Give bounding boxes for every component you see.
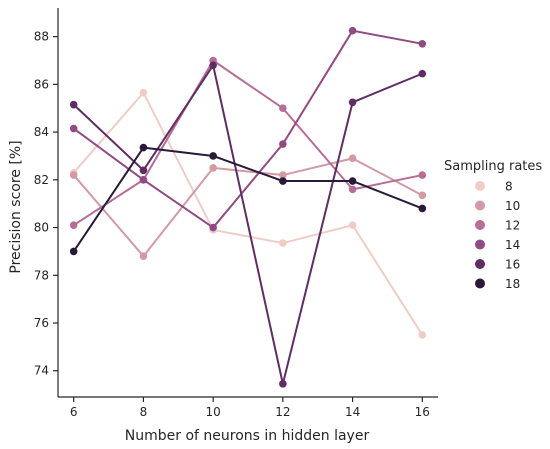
x-ticks: 6 8 10 12 14 16 bbox=[70, 397, 430, 419]
series-16 bbox=[69, 61, 427, 388]
y-tick-label: 74 bbox=[34, 364, 49, 378]
data-point bbox=[279, 171, 287, 179]
legend-label: 8 bbox=[505, 180, 513, 194]
data-point bbox=[209, 164, 217, 172]
data-point bbox=[418, 204, 427, 213]
legend-marker bbox=[475, 239, 485, 250]
legend-item-12: 12 bbox=[475, 219, 520, 233]
data-point bbox=[209, 152, 217, 160]
data-point bbox=[348, 185, 357, 194]
data-point bbox=[418, 69, 427, 78]
x-tick-label: 8 bbox=[140, 405, 148, 419]
data-point bbox=[418, 331, 427, 339]
series-line-12 bbox=[73, 59, 423, 227]
data-point bbox=[69, 124, 78, 133]
data-point bbox=[348, 98, 357, 107]
data-point bbox=[139, 88, 148, 97]
y-tick-label: 78 bbox=[34, 268, 49, 282]
series-layer bbox=[69, 26, 427, 388]
series-14 bbox=[69, 26, 427, 232]
legend-item-18: 18 bbox=[475, 277, 520, 291]
x-tick-label: 10 bbox=[205, 405, 220, 419]
y-tick-label: 88 bbox=[34, 30, 49, 44]
y-tick-label: 80 bbox=[34, 221, 49, 235]
legend-label: 12 bbox=[505, 219, 520, 233]
data-point bbox=[209, 61, 217, 70]
data-point bbox=[69, 171, 78, 179]
y-tick-label: 76 bbox=[34, 316, 49, 330]
data-point bbox=[348, 177, 357, 185]
y-tick-label: 84 bbox=[34, 125, 49, 139]
series-10 bbox=[69, 154, 427, 260]
data-point bbox=[279, 104, 287, 113]
data-point bbox=[279, 177, 287, 185]
data-point bbox=[348, 154, 357, 163]
legend-label: 10 bbox=[505, 199, 520, 213]
y-tick-label: 82 bbox=[34, 173, 49, 187]
data-point bbox=[279, 239, 287, 247]
legend-marker bbox=[475, 200, 485, 211]
series-line-10 bbox=[72, 157, 423, 258]
series-line-16 bbox=[73, 64, 423, 385]
axes: 74 76 78 80 82 84 86 88 6 8 10 12 14 16 bbox=[34, 8, 438, 419]
data-point bbox=[418, 171, 427, 179]
legend-item-8: 8 bbox=[475, 180, 513, 194]
data-point bbox=[348, 26, 357, 35]
x-tick-label: 6 bbox=[70, 405, 78, 419]
y-axis-title: Precision score [%] bbox=[8, 140, 24, 273]
legend-item-16: 16 bbox=[475, 258, 520, 272]
x-axis-title: Number of neurons in hidden layer bbox=[125, 428, 370, 444]
data-point bbox=[279, 380, 287, 388]
x-tick-label: 16 bbox=[415, 405, 430, 419]
data-point bbox=[139, 252, 148, 260]
legend-label: 18 bbox=[505, 277, 520, 291]
data-point bbox=[69, 100, 78, 109]
y-ticks: 74 76 78 80 82 84 86 88 bbox=[34, 30, 58, 378]
data-point bbox=[418, 191, 427, 200]
series-line-18 bbox=[72, 146, 423, 252]
y-tick-label: 86 bbox=[34, 77, 49, 91]
legend: Sampling rates 8 10 12 14 16 18 bbox=[444, 159, 542, 291]
data-point bbox=[139, 176, 148, 184]
legend-items: 8 10 12 14 16 18 bbox=[475, 180, 520, 291]
legend-title: Sampling rates bbox=[444, 159, 542, 174]
data-point bbox=[279, 140, 287, 148]
series-18 bbox=[69, 143, 427, 256]
series-12 bbox=[69, 56, 427, 229]
x-tick-label: 12 bbox=[275, 405, 290, 419]
x-tick-label: 14 bbox=[345, 405, 360, 419]
legend-label: 14 bbox=[505, 238, 520, 252]
series-8 bbox=[69, 88, 427, 339]
legend-marker bbox=[475, 259, 485, 269]
legend-marker bbox=[475, 220, 485, 230]
data-point bbox=[69, 247, 78, 256]
legend-marker bbox=[475, 181, 485, 191]
data-point bbox=[139, 166, 148, 175]
series-line-14 bbox=[73, 29, 423, 229]
data-point bbox=[418, 39, 427, 48]
legend-marker bbox=[475, 278, 485, 289]
data-point bbox=[209, 223, 217, 232]
legend-label: 16 bbox=[505, 258, 520, 272]
data-point bbox=[348, 221, 357, 229]
data-point bbox=[139, 143, 148, 152]
legend-item-14: 14 bbox=[475, 238, 520, 252]
series-line-8 bbox=[72, 91, 424, 336]
legend-item-10: 10 bbox=[475, 199, 520, 213]
data-point bbox=[69, 221, 78, 229]
